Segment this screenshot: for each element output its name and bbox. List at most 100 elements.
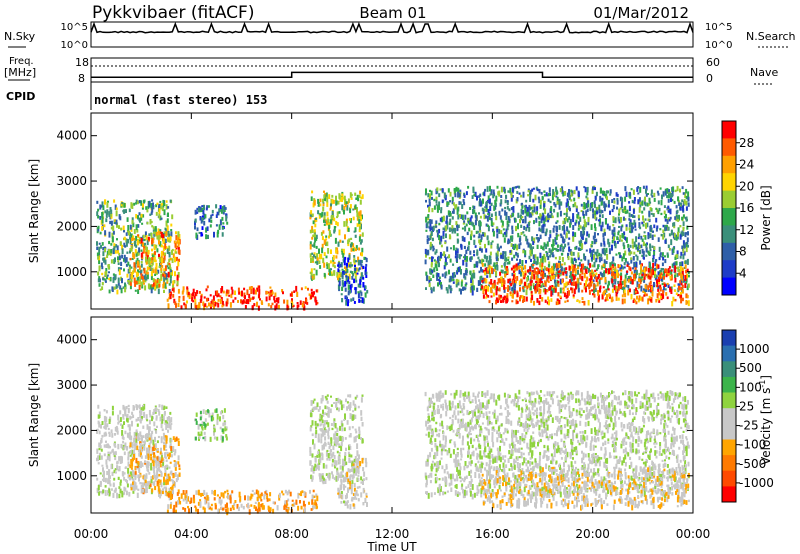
power-echo-cell xyxy=(200,232,203,237)
power-echo-cell xyxy=(485,294,488,297)
power-echo-cell xyxy=(107,264,110,270)
power-echo-cell xyxy=(476,287,479,292)
power-echo-cell xyxy=(677,231,679,237)
power-echo-cell xyxy=(424,259,427,265)
power-echo-cell xyxy=(686,258,689,265)
power-echo-cell xyxy=(563,229,566,235)
power-echo-cell xyxy=(685,293,688,297)
power-echo-cell xyxy=(329,270,331,276)
power-echo-cell xyxy=(557,234,560,237)
power-echo-cell xyxy=(617,280,620,285)
power-echo-cell xyxy=(590,256,593,261)
power-echo-cell xyxy=(561,257,564,262)
power-echo-cell xyxy=(631,199,634,204)
power-echo-cell xyxy=(114,204,117,210)
velocity-echo-cell xyxy=(231,490,234,494)
power-echo-cell xyxy=(451,200,454,205)
power-echo-cell xyxy=(496,250,499,257)
power-echo-cell xyxy=(569,272,572,277)
velocity-echo-cell xyxy=(137,449,140,452)
velocity-echo-cell xyxy=(225,436,228,441)
power-echo-cell xyxy=(579,243,582,247)
power-echo-cell xyxy=(159,256,162,263)
velocity-echo-cell xyxy=(138,438,141,441)
power-echo-cell xyxy=(673,284,676,287)
power-echo-cell xyxy=(499,278,502,284)
velocity-echo-cell xyxy=(145,414,148,420)
velocity-echo-cell xyxy=(165,439,168,444)
power-echo-cell xyxy=(536,244,539,249)
power-colorbar-segment xyxy=(722,155,736,174)
power-echo-cell xyxy=(268,292,271,297)
power-echo-cell xyxy=(479,215,482,219)
power-echo-cell xyxy=(252,296,255,300)
power-echo-cell xyxy=(535,186,538,190)
power-echo-cell xyxy=(150,288,153,294)
power-echo-cell xyxy=(340,249,343,253)
velocity-echo-cell xyxy=(130,435,133,441)
velocity-echo-cell xyxy=(203,489,206,495)
velocity-echo-cell xyxy=(139,441,142,445)
power-echo-cell xyxy=(490,244,493,249)
power-echo-cell xyxy=(452,245,455,251)
power-echo-cell xyxy=(487,262,490,267)
power-echo-cell xyxy=(550,287,553,291)
velocity-echo-cell xyxy=(159,492,162,499)
power-echo-cell xyxy=(316,259,319,265)
power-echo-cell xyxy=(616,269,618,276)
power-echo-cell xyxy=(612,216,615,221)
power-echo-cell xyxy=(356,207,358,213)
power-echo-cell xyxy=(559,295,562,298)
power-echo-cell xyxy=(492,222,495,226)
velocity-echo-cell xyxy=(284,503,286,507)
velocity-echo-cell xyxy=(159,463,162,468)
power-echo-cell xyxy=(672,247,675,254)
power-echo-cell xyxy=(346,296,348,302)
power-echo-cell xyxy=(612,205,615,210)
power-echo-cell xyxy=(326,264,329,270)
power-echo-cell xyxy=(503,280,506,285)
power-echo-cell xyxy=(325,242,327,245)
power-echo-cell xyxy=(167,271,170,278)
power-echo-cell xyxy=(134,263,137,269)
power-echo-cell xyxy=(504,287,507,290)
velocity-echo-cell xyxy=(226,509,229,516)
power-echo-cell xyxy=(352,243,355,248)
power-echo-cell xyxy=(665,213,667,219)
power-echo-cell xyxy=(660,233,663,237)
power-echo-cell xyxy=(510,192,513,198)
velocity-echo-cell xyxy=(182,490,185,495)
velocity-echo-cell xyxy=(133,437,136,443)
power-echo-cell xyxy=(533,237,536,244)
power-echo-cell xyxy=(350,243,352,248)
power-echo-cell xyxy=(546,253,549,258)
power-ytick-label: 3000 xyxy=(56,174,87,188)
velocity-echo-cell xyxy=(121,445,123,449)
velocity-echo-cell xyxy=(146,419,149,422)
velocity-echo-cell xyxy=(118,466,121,472)
power-echo-cell xyxy=(502,253,504,260)
power-echo-cell xyxy=(649,276,652,280)
power-echo-cell xyxy=(547,212,550,219)
power-echo-cell xyxy=(624,292,627,298)
velocity-echo-cell xyxy=(130,416,133,419)
power-echo-cell xyxy=(156,235,159,240)
power-echo-cell xyxy=(335,249,338,254)
power-colorbar-segment xyxy=(722,260,736,279)
power-echo-cell xyxy=(330,271,333,275)
power-echo-cell xyxy=(647,218,650,221)
power-echo-cell xyxy=(302,301,305,304)
power-echo-cell xyxy=(358,247,361,251)
power-echo-cell xyxy=(630,188,633,191)
velocity-echo-cell xyxy=(127,451,130,458)
power-echo-cell xyxy=(436,187,439,191)
power-echo-cell xyxy=(440,244,443,248)
velocity-echo-cell xyxy=(195,420,198,425)
power-echo-cell xyxy=(626,209,629,214)
power-echo-cell xyxy=(271,291,274,295)
power-echo-cell xyxy=(643,289,646,294)
power-echo-cell xyxy=(627,285,630,289)
power-echo-cell xyxy=(641,221,644,225)
power-echo-cell xyxy=(556,212,559,218)
power-echo-cell xyxy=(540,214,543,219)
